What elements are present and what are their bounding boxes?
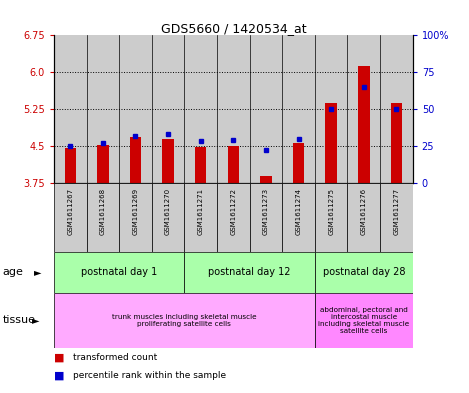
Text: GSM1611267: GSM1611267: [67, 188, 73, 235]
Bar: [97, 145, 108, 183]
Text: ■: ■: [54, 370, 64, 380]
Bar: [195, 147, 206, 183]
Bar: [162, 138, 174, 183]
Bar: [217, 183, 250, 252]
Text: GSM1611268: GSM1611268: [100, 188, 106, 235]
Text: trunk muscles including skeletal muscle
proliferating satellite cells: trunk muscles including skeletal muscle …: [112, 314, 257, 327]
Bar: [152, 35, 184, 183]
Text: GSM1611274: GSM1611274: [295, 188, 302, 235]
Text: GSM1611277: GSM1611277: [393, 188, 400, 235]
Bar: [184, 35, 217, 183]
Text: percentile rank within the sample: percentile rank within the sample: [73, 371, 226, 380]
Bar: [358, 66, 370, 183]
Bar: [315, 35, 348, 183]
Bar: [250, 183, 282, 252]
Bar: [380, 35, 413, 183]
Bar: [348, 35, 380, 183]
Bar: [380, 183, 413, 252]
Text: GSM1611269: GSM1611269: [132, 188, 138, 235]
Text: ■: ■: [54, 353, 64, 363]
Bar: [54, 252, 184, 293]
Text: ►: ►: [32, 315, 39, 325]
Text: GSM1611271: GSM1611271: [198, 188, 204, 235]
Bar: [325, 103, 337, 183]
Bar: [260, 176, 272, 183]
Bar: [87, 183, 119, 252]
Bar: [217, 35, 250, 183]
Bar: [315, 293, 413, 348]
Bar: [54, 293, 315, 348]
Bar: [282, 183, 315, 252]
Text: ►: ►: [34, 267, 41, 277]
Text: postnatal day 28: postnatal day 28: [323, 267, 405, 277]
Text: tissue: tissue: [2, 315, 35, 325]
Bar: [348, 183, 380, 252]
Text: postnatal day 1: postnatal day 1: [81, 267, 157, 277]
Bar: [119, 183, 152, 252]
Bar: [130, 137, 141, 183]
Bar: [54, 35, 87, 183]
Bar: [227, 146, 239, 183]
Text: GDS5660 / 1420534_at: GDS5660 / 1420534_at: [160, 22, 306, 35]
Bar: [315, 183, 348, 252]
Bar: [250, 35, 282, 183]
Text: GSM1611275: GSM1611275: [328, 188, 334, 235]
Text: GSM1611272: GSM1611272: [230, 188, 236, 235]
Bar: [282, 35, 315, 183]
Bar: [184, 252, 315, 293]
Text: age: age: [2, 267, 23, 277]
Text: abdominal, pectoral and
intercostal muscle
including skeletal muscle
satellite c: abdominal, pectoral and intercostal musc…: [318, 307, 409, 334]
Bar: [119, 35, 152, 183]
Bar: [293, 143, 304, 183]
Text: GSM1611273: GSM1611273: [263, 188, 269, 235]
Text: transformed count: transformed count: [73, 353, 157, 362]
Bar: [184, 183, 217, 252]
Text: GSM1611276: GSM1611276: [361, 188, 367, 235]
Bar: [315, 252, 413, 293]
Text: postnatal day 12: postnatal day 12: [208, 267, 291, 277]
Text: GSM1611270: GSM1611270: [165, 188, 171, 235]
Bar: [54, 183, 87, 252]
Bar: [391, 103, 402, 183]
Bar: [87, 35, 119, 183]
Bar: [152, 183, 184, 252]
Bar: [65, 148, 76, 183]
